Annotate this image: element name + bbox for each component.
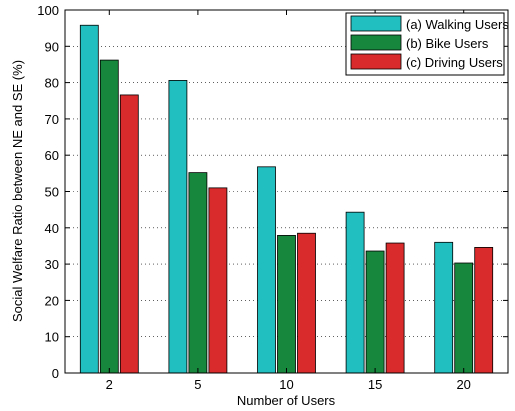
bar [188, 172, 208, 374]
bar [168, 80, 188, 374]
bar [257, 166, 276, 374]
y-tick-label: 60 [45, 148, 59, 163]
bar [365, 250, 385, 374]
bar [208, 187, 228, 374]
y-tick-label: 30 [45, 257, 59, 272]
bar [99, 59, 119, 374]
x-tick-label: 2 [106, 377, 113, 392]
x-tick-label: 15 [368, 377, 382, 392]
legend-swatch [350, 53, 402, 70]
y-tick-label: 10 [45, 330, 59, 345]
y-axis: 0 10 20 30 40 50 60 70 80 90 100 [37, 3, 508, 381]
bar [434, 241, 454, 374]
legend-swatch [350, 34, 402, 51]
bar [297, 232, 316, 374]
y-tick-label: 80 [45, 76, 59, 91]
y-tick-label: 50 [45, 185, 59, 200]
bar [119, 94, 139, 374]
bars [79, 24, 494, 374]
bar [454, 262, 474, 374]
bar [79, 24, 99, 374]
legend-label: (a) Walking Users [406, 17, 509, 32]
legend-label: (c) Driving Users [406, 55, 503, 70]
bar [474, 247, 494, 374]
x-tick-label: 5 [194, 377, 201, 392]
x-axis-label: Number of Users [237, 393, 336, 408]
bar [385, 242, 405, 374]
legend-swatch [350, 15, 402, 32]
legend-label: (b) Bike Users [406, 36, 489, 51]
y-tick-label: 100 [37, 3, 59, 18]
y-tick-label: 90 [45, 39, 59, 54]
x-tick-label: 20 [456, 377, 470, 392]
y-tick-label: 0 [52, 366, 59, 381]
bar [277, 235, 296, 374]
bar [345, 211, 365, 374]
y-tick-label: 40 [45, 221, 59, 236]
y-axis-label: Social Welfare Ratio between NE and SE (… [10, 60, 25, 322]
x-axis: 2 5 10 15 20 [106, 10, 471, 392]
legend: (a) Walking Users (b) Bike Users (c) Drivi… [345, 12, 509, 76]
x-tick-label: 10 [279, 377, 293, 392]
y-tick-label: 70 [45, 112, 59, 127]
y-tick-label: 20 [45, 293, 59, 308]
